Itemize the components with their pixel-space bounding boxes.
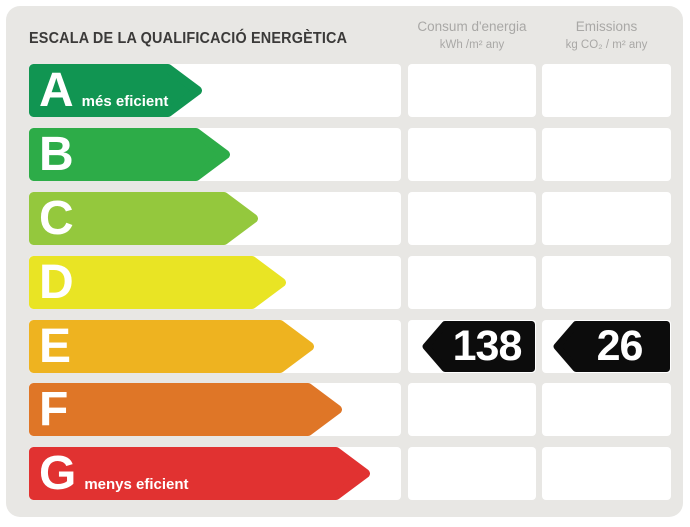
- consum-cell: [408, 383, 536, 436]
- band-text-d: D: [39, 259, 82, 307]
- emissions-column-units: kg CO₂ / m² any: [565, 39, 648, 51]
- band-row-g: G menys eficient: [6, 447, 690, 500]
- band-letter-f: F: [39, 383, 69, 436]
- band-letter-e: E: [39, 320, 72, 373]
- consum-cell: [408, 64, 536, 117]
- consum-cell: [408, 447, 536, 500]
- band-letter-c: C: [39, 192, 74, 245]
- consum-value: 138: [452, 322, 523, 370]
- emissions-column-title: Emissions: [575, 19, 638, 34]
- band-arrow-d: [29, 256, 286, 309]
- energy-label-panel: ESCALA DE LA QUALIFICACIÓ ENERGÈTICA Con…: [6, 6, 683, 517]
- band-arrow-a: [29, 64, 202, 117]
- band-row-d: D: [6, 256, 690, 309]
- emissions-value: 26: [596, 322, 644, 370]
- emissions-cell: [542, 447, 671, 500]
- band-arrow-g: [29, 447, 370, 500]
- band-row-f: F: [6, 383, 690, 436]
- band-text-g: G menys eficient: [39, 450, 189, 498]
- consum-value-badge: [422, 321, 535, 372]
- emissions-cell: [542, 256, 671, 309]
- page-title-text: ESCALA DE LA QUALIFICACIÓ ENERGÈTICA: [29, 30, 348, 47]
- band-arrow-f: [29, 383, 342, 436]
- emissions-cell: [542, 128, 671, 181]
- band-arrow-c: [29, 192, 258, 245]
- band-row-e: E 138 26: [6, 320, 690, 373]
- band-text-a: A més eficient: [39, 67, 168, 115]
- emissions-value-badge: [553, 321, 670, 372]
- band-text-f: F: [39, 386, 76, 434]
- band-letter-b: B: [39, 128, 74, 181]
- band-text-c: C: [39, 195, 82, 243]
- band-row-c: C: [6, 192, 690, 245]
- band-arrow-e: [29, 320, 314, 373]
- band-arrow-b: [29, 128, 230, 181]
- emissions-cell: [542, 192, 671, 245]
- emissions-cell: [542, 383, 671, 436]
- consum-column-title: Consum d'energia: [417, 19, 527, 34]
- band-letter-d: D: [39, 256, 74, 309]
- band-label-a: més eficient: [81, 93, 169, 110]
- band-letter-a: A: [39, 64, 74, 117]
- band-row-a: A més eficient: [6, 64, 690, 117]
- consum-column-units: kWh /m² any: [439, 39, 505, 51]
- band-row-b: B: [6, 128, 690, 181]
- band-text-e: E: [39, 323, 79, 371]
- emissions-cell: [542, 64, 671, 117]
- page-title: ESCALA DE LA QUALIFICACIÓ ENERGÈTICA: [29, 30, 383, 48]
- band-label-g: menys eficient: [84, 476, 189, 493]
- band-letter-g: G: [39, 447, 77, 500]
- band-text-b: B: [39, 131, 82, 179]
- consum-cell: [408, 256, 536, 309]
- consum-cell: [408, 192, 536, 245]
- emissions-column-header: Emissions kg CO₂ / m² any: [537, 19, 676, 52]
- consum-cell: [408, 128, 536, 181]
- consum-column-header: Consum d'energia kWh /m² any: [403, 19, 541, 52]
